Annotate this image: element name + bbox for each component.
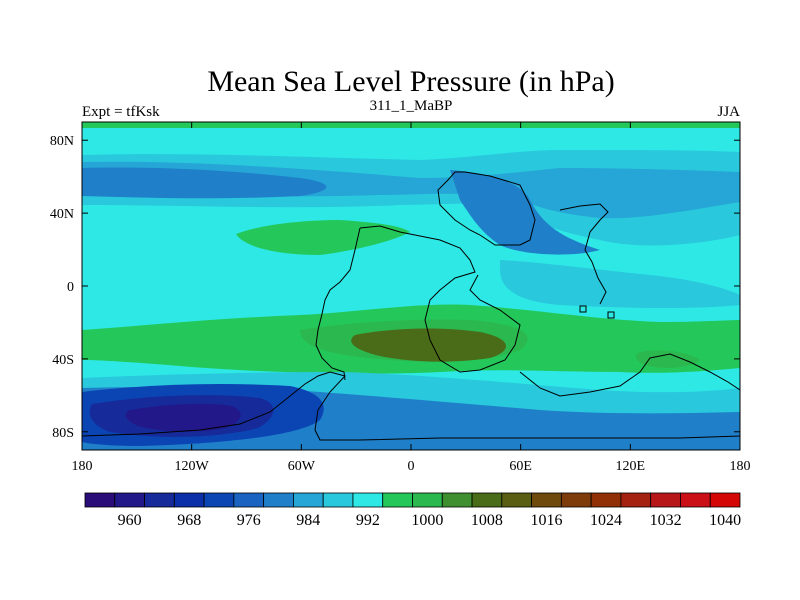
x-tick-label: 180 bbox=[72, 459, 93, 474]
contour-south-high-core bbox=[351, 328, 507, 362]
coast-africa-west bbox=[359, 225, 521, 373]
colorbar-swatch bbox=[620, 492, 652, 508]
pressure-field bbox=[82, 122, 740, 450]
colorbar-swatch bbox=[501, 492, 532, 508]
colorbar-swatch bbox=[412, 492, 443, 508]
colorbar-label: 992 bbox=[356, 512, 380, 529]
colorbar-swatch bbox=[203, 492, 235, 508]
contour-asia-trough bbox=[450, 170, 600, 255]
coast-south-america bbox=[315, 227, 361, 381]
colorbar-label: 1024 bbox=[590, 512, 622, 529]
colorbar-swatch bbox=[293, 492, 324, 508]
colorbar-swatch bbox=[233, 492, 265, 508]
colorbar-swatch bbox=[322, 492, 354, 508]
colorbar-swatch bbox=[560, 492, 592, 508]
colorbar-label: 976 bbox=[237, 512, 261, 529]
contour-atlantic-high bbox=[236, 220, 410, 255]
colorbar-label: 1016 bbox=[530, 512, 562, 529]
colorbar-labels: 960 968 976 984 992 1000 1008 1016 1024 1032 1040 bbox=[118, 512, 741, 529]
experiment-id: 311_1_MaBP bbox=[370, 98, 453, 114]
coast-antarctica-edge bbox=[82, 371, 740, 441]
colorbar-swatch bbox=[382, 492, 413, 508]
colorbar-swatch bbox=[680, 492, 711, 508]
coast-island-2 bbox=[607, 311, 615, 319]
contour-south-pacific-high bbox=[635, 350, 700, 368]
colorbar-label: 1032 bbox=[650, 512, 682, 529]
coast-island-1 bbox=[579, 305, 587, 313]
season-label: JJA bbox=[717, 104, 740, 120]
colorbar-swatch bbox=[352, 492, 384, 508]
x-tick-label: 120W bbox=[175, 459, 210, 474]
colorbar-swatch bbox=[114, 492, 145, 508]
colorbar-label: 1008 bbox=[471, 512, 503, 529]
colorbar-swatch bbox=[590, 492, 622, 508]
coast-americas bbox=[437, 171, 536, 246]
y-axis: 80N 40N 0 40S 80S bbox=[50, 134, 740, 441]
colorbar-swatch bbox=[263, 492, 294, 508]
colorbar-label: 968 bbox=[177, 512, 201, 529]
contour-indian-trough bbox=[500, 260, 740, 309]
colorbar-label: 1040 bbox=[709, 512, 741, 529]
x-tick-label: 120E bbox=[616, 459, 646, 474]
x-tick-label: 60E bbox=[509, 459, 532, 474]
colorbar-swatch bbox=[84, 492, 116, 508]
y-tick-label: 40N bbox=[50, 207, 74, 222]
colorbar-label: 1000 bbox=[411, 512, 443, 529]
x-tick-label: 0 bbox=[408, 459, 415, 474]
coastlines bbox=[82, 171, 740, 441]
y-tick-label: 80N bbox=[50, 134, 74, 149]
coast-asia-east bbox=[559, 203, 609, 305]
colorbar-swatch bbox=[531, 492, 562, 508]
experiment-label: Expt = tfKsk bbox=[82, 104, 160, 120]
x-tick-label: 180 bbox=[730, 459, 751, 474]
colorbar bbox=[84, 492, 741, 508]
colorbar-swatch bbox=[441, 492, 473, 508]
coast-australia bbox=[519, 353, 740, 397]
y-tick-label: 40S bbox=[52, 353, 74, 368]
colorbar-swatch bbox=[173, 492, 205, 508]
contour-pacific-low bbox=[82, 167, 327, 199]
colorbar-swatch bbox=[650, 492, 681, 508]
colorbar-label: 984 bbox=[296, 512, 320, 529]
colorbar-swatch bbox=[144, 492, 175, 508]
chart-title: Mean Sea Level Pressure (in hPa) bbox=[207, 65, 614, 98]
y-tick-label: 80S bbox=[52, 426, 74, 441]
x-tick-label: 60W bbox=[288, 459, 316, 474]
colorbar-swatch bbox=[709, 492, 741, 508]
y-tick-label: 0 bbox=[67, 280, 74, 295]
contour-antarctic-deepest bbox=[125, 403, 241, 432]
x-axis: 180 120W 60W 0 60E 120E 180 bbox=[72, 122, 751, 474]
colorbar-swatch bbox=[471, 492, 503, 508]
colorbar-label: 960 bbox=[118, 512, 142, 529]
